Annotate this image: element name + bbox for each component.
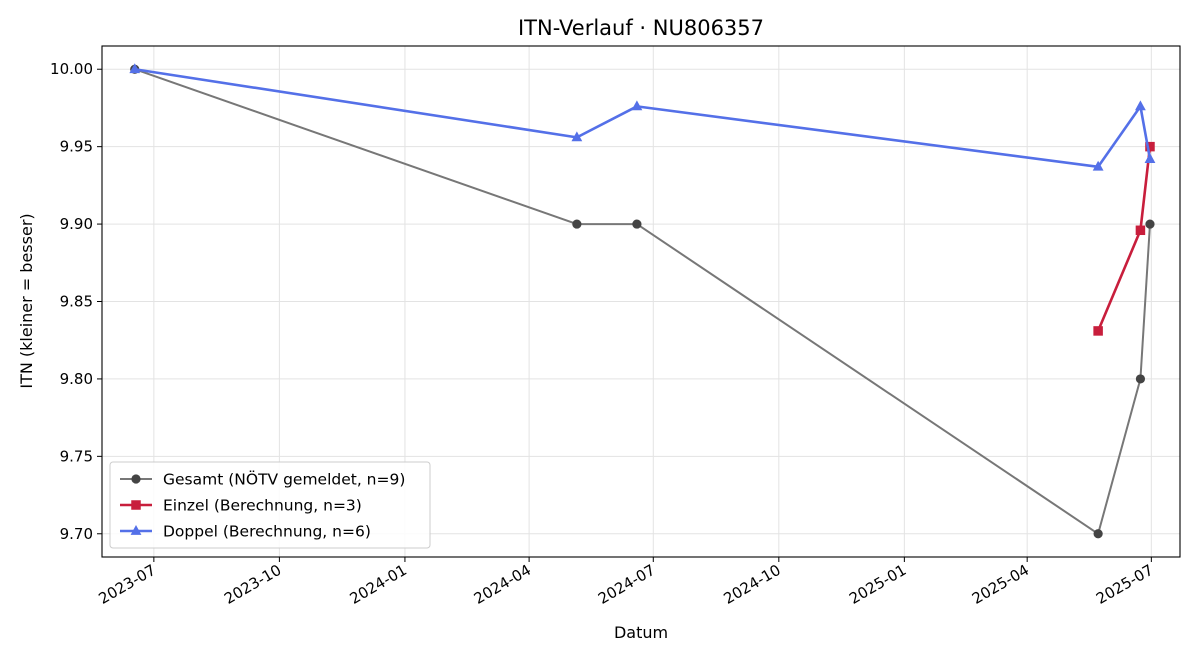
y-tick-label: 9.95	[60, 138, 93, 156]
y-tick-label: 9.70	[60, 525, 93, 543]
legend-label: Einzel (Berechnung, n=3)	[163, 497, 362, 515]
legend-entry: Gesamt (NÖTV gemeldet, n=9)	[120, 470, 405, 489]
series-line	[134, 68, 1151, 535]
legend-entry: Einzel (Berechnung, n=3)	[120, 497, 362, 515]
data-point	[632, 219, 642, 229]
data-point	[1135, 100, 1146, 111]
series-3	[129, 63, 1156, 171]
x-axis-label: Datum	[614, 623, 668, 642]
data-point	[1144, 153, 1156, 163]
chart-title: ITN-Verlauf · NU806357	[518, 16, 764, 40]
data-point	[1135, 374, 1146, 384]
y-tick-label: 9.75	[60, 447, 93, 465]
data-point	[631, 100, 643, 111]
series-layer	[129, 63, 1156, 539]
y-tick-label: 9.80	[60, 370, 93, 388]
data-point	[1093, 529, 1103, 539]
y-tick-label: 9.85	[60, 293, 93, 311]
legend-marker	[131, 500, 141, 510]
data-point	[1092, 160, 1104, 171]
y-axis-label: ITN (kleiner = besser)	[17, 213, 36, 388]
data-point	[571, 131, 583, 142]
data-point	[129, 63, 141, 74]
legend-box	[109, 461, 431, 549]
data-point	[1145, 141, 1155, 152]
data-point	[1145, 219, 1155, 229]
legend-label: Gesamt (NÖTV gemeldet, n=9)	[163, 470, 405, 489]
series-2	[1093, 141, 1155, 336]
legend: Gesamt (NÖTV gemeldet, n=9) Einzel (Berec…	[109, 461, 431, 549]
legend-marker	[131, 474, 141, 484]
legend-entry: Doppel (Berechnung, n=6)	[120, 523, 371, 541]
legend-marker	[130, 525, 142, 535]
series-line	[134, 67, 1152, 169]
data-point	[572, 219, 582, 229]
data-point	[1135, 225, 1146, 236]
y-tick-label: 9.90	[60, 215, 93, 233]
y-tick-label: 10.00	[50, 60, 93, 78]
data-point	[1093, 326, 1103, 336]
legend-label: Doppel (Berechnung, n=6)	[163, 523, 371, 541]
